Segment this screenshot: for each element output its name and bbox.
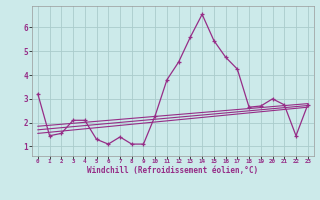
X-axis label: Windchill (Refroidissement éolien,°C): Windchill (Refroidissement éolien,°C) bbox=[87, 166, 258, 175]
